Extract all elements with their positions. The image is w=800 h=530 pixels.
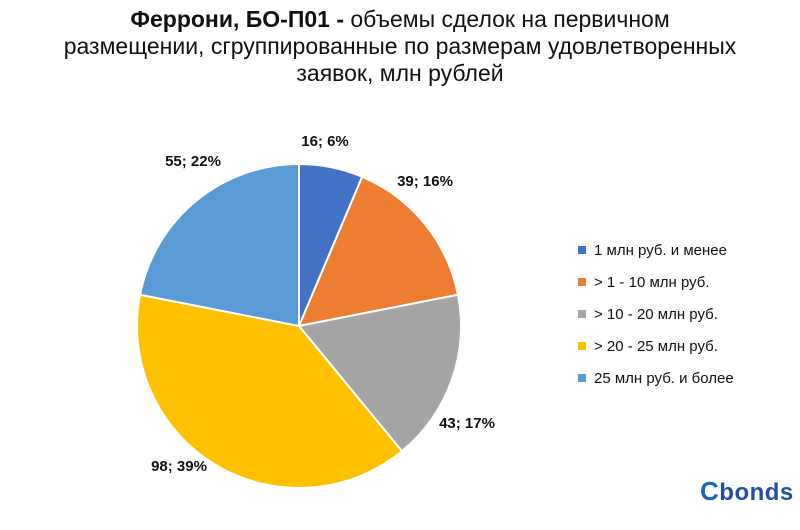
data-label: 43; 17% xyxy=(439,415,495,432)
legend-label: 1 млн руб. и менее xyxy=(594,241,727,259)
legend-item: 1 млн руб. и менее xyxy=(578,234,734,266)
legend-item: > 20 - 25 млн руб. xyxy=(578,330,734,362)
cbonds-logo-c: C xyxy=(700,476,720,506)
legend-label: > 20 - 25 млн руб. xyxy=(594,337,718,355)
legend: 1 млн руб. и менее > 1 - 10 млн руб. > 1… xyxy=(578,234,734,394)
legend-item: 25 млн руб. и более xyxy=(578,362,734,394)
pie-slice xyxy=(297,293,462,453)
legend-swatch xyxy=(578,246,586,254)
legend-label: > 1 - 10 млн руб. xyxy=(594,273,710,291)
data-label: 55; 22% xyxy=(165,153,221,170)
legend-label: > 10 - 20 млн руб. xyxy=(594,305,718,323)
pie-slice xyxy=(297,175,460,328)
pie-slice xyxy=(138,162,300,328)
data-label: 98; 39% xyxy=(151,458,207,475)
data-label: 16; 6% xyxy=(301,133,349,150)
legend-swatch xyxy=(578,374,586,382)
chart-title-rest: объемы сделок на первичном размещении, с… xyxy=(63,6,737,86)
chart-title: Феррони, БО-П01 - объемы сделок на перви… xyxy=(60,6,740,87)
chart-title-bold: Феррони, БО-П01 - xyxy=(130,6,344,32)
legend-swatch xyxy=(578,310,586,318)
legend-swatch xyxy=(578,342,586,350)
cbonds-logo: Cbonds xyxy=(700,476,794,507)
legend-label: 25 млн руб. и более xyxy=(594,369,734,387)
data-label: 39; 16% xyxy=(397,173,453,190)
cbonds-logo-text: bonds xyxy=(719,479,794,506)
legend-item: > 1 - 10 млн руб. xyxy=(578,266,734,298)
legend-item: > 10 - 20 млн руб. xyxy=(578,298,734,330)
legend-swatch xyxy=(578,278,586,286)
pie-slice xyxy=(136,293,404,489)
